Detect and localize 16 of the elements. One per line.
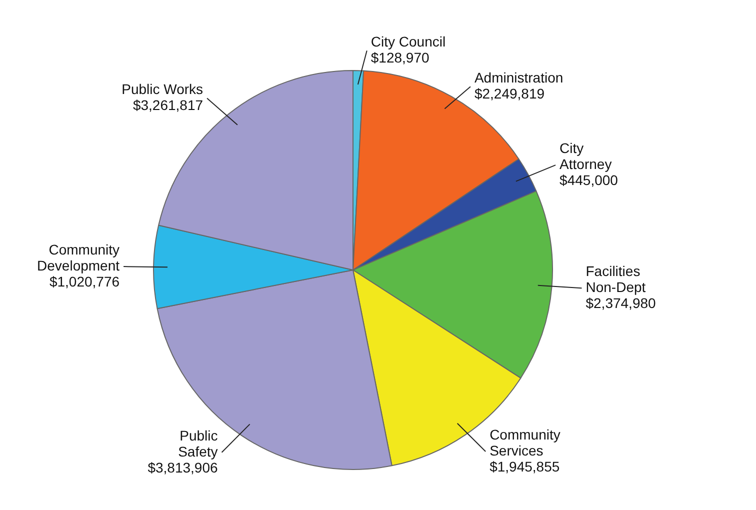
slice-label: Facilities Non-Dept (586, 263, 646, 296)
slice-label: Public Safety (178, 427, 218, 460)
slice-label: Public Works (122, 81, 204, 98)
slice-label: Administration (474, 69, 564, 86)
data-label: $2,249,819 (474, 85, 545, 102)
slice-label: Community Services (490, 426, 560, 458)
data-label: $1,945,855 (490, 458, 560, 474)
slice-label: Community Development (37, 241, 120, 274)
data-label: $2,374,980 (586, 295, 656, 312)
slice-label: City Attorney (560, 140, 612, 172)
data-label: $1,020,776 (49, 273, 120, 290)
data-label: $3,813,906 (148, 459, 218, 476)
slice-label: City Council (370, 33, 446, 50)
data-label: $3,261,817 (132, 97, 204, 114)
data-label: $128,970 (370, 49, 430, 66)
data-label: $445,000 (560, 172, 618, 188)
